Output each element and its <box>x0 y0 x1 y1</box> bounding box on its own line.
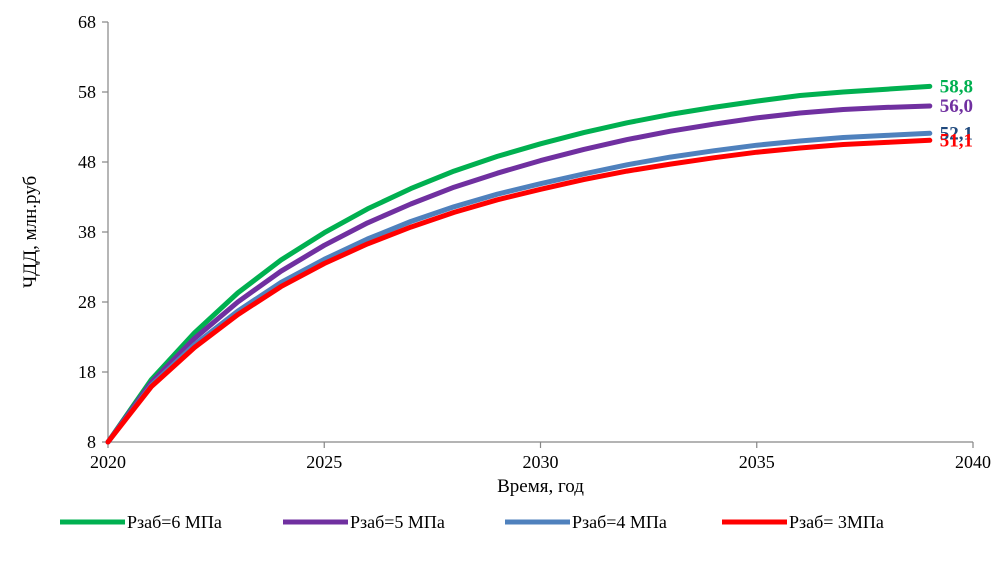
x-tick-label: 2025 <box>306 452 342 472</box>
legend-entry-label: Рзаб=5 МПа <box>350 512 445 532</box>
y-tick-label: 58 <box>78 82 96 102</box>
end-data-label: 56,0 <box>940 96 973 117</box>
end-data-label: 58,8 <box>940 76 973 97</box>
x-axis-title: Время, год <box>497 476 584 497</box>
series-line-4 <box>105 137 933 445</box>
legend-entry-label: Рзаб=4 МПа <box>572 512 667 532</box>
y-axis-title: ЧДД, млн.руб <box>20 176 41 288</box>
y-tick-label: 48 <box>78 152 96 172</box>
x-tick-label: 2030 <box>523 452 559 472</box>
x-tick-label: 2020 <box>90 452 126 472</box>
y-tick-label: 8 <box>87 432 96 452</box>
y-tick-label: 38 <box>78 222 96 242</box>
legend-entry-label: Рзаб=6 МПа <box>127 512 222 532</box>
legend: Рзаб=6 МПа Рзаб=5 МПа Рзаб=4 МПа Рзаб= 3МПа <box>60 512 884 532</box>
x-tick-label: 2040 <box>955 452 991 472</box>
y-tick-label: 18 <box>78 362 96 382</box>
series-line-3 <box>105 130 933 445</box>
y-tick-label: 28 <box>78 292 96 312</box>
end-labels: 58,856,0 52,151,1 <box>940 76 973 151</box>
series-group <box>105 83 933 445</box>
x-tick-label: 2035 <box>739 452 775 472</box>
end-data-label: 52,1 <box>940 123 973 144</box>
series-line-2 <box>105 103 933 445</box>
axes: 8 18 28 38 48 58 68 2020 2025 2030 2035 2040 <box>78 12 991 472</box>
y-tick-label: 68 <box>78 12 96 32</box>
legend-entry-label: Рзаб= 3МПа <box>789 512 884 532</box>
series-line-1 <box>105 83 933 445</box>
end-data-label: 51,1 <box>940 130 973 151</box>
